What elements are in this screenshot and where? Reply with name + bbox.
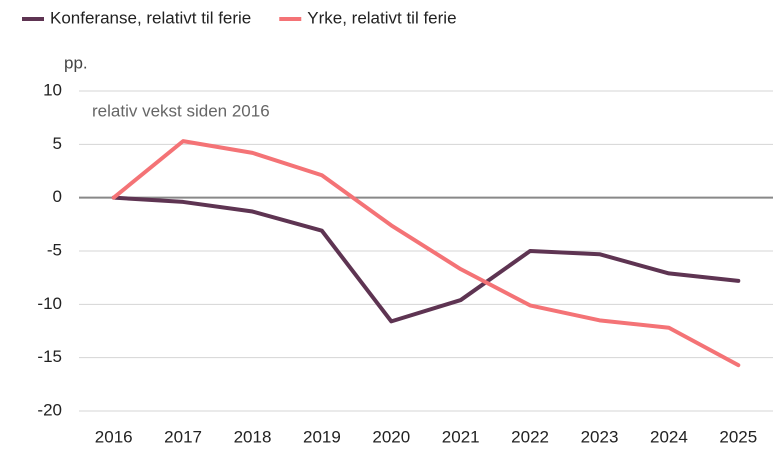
x-tick-label: 2021 [442,427,480,446]
x-tick-label: 2025 [719,427,757,446]
y-tick-label: -5 [47,240,62,259]
y-tick-label: -20 [37,400,62,419]
y-tick-label: -10 [37,294,62,313]
annotation: relativ vekst siden 2016 [92,101,270,120]
x-tick-label: 2020 [372,427,410,446]
legend-label: Konferanse, relativt til ferie [50,8,251,27]
y-tick-label: -15 [37,347,62,366]
x-tick-label: 2024 [650,427,688,446]
y-axis-label: pp. [64,53,88,72]
series-line [111,195,741,324]
x-tick-label: 2022 [511,427,549,446]
y-tick-label: 0 [53,187,62,206]
x-tick-label: 2016 [95,427,133,446]
y-tick-label: 10 [43,80,62,99]
x-tick-label: 2017 [164,427,202,446]
legend-label: Yrke, relativt til ferie [307,8,456,27]
x-tick-label: 2018 [234,427,272,446]
x-tick-label: 2019 [303,427,341,446]
x-tick-label: 2023 [581,427,619,446]
series-line [111,139,741,368]
y-tick-label: 5 [53,134,62,153]
